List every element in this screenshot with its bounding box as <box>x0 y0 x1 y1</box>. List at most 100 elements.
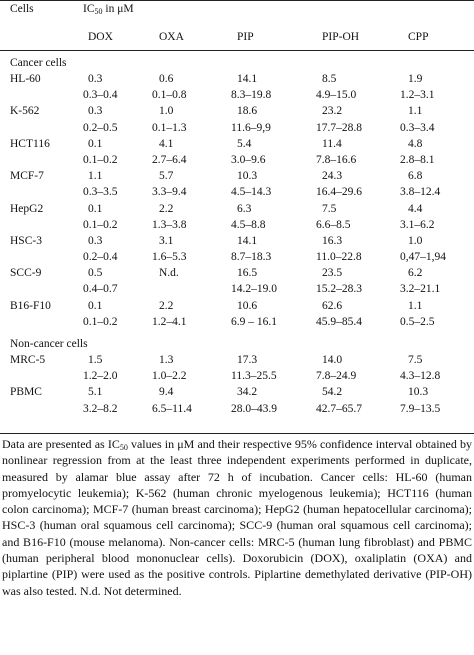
confidence-interval-pip-oh: 15.2–28.3 <box>316 283 362 296</box>
confidence-interval-oxa: 3.3–9.4 <box>152 186 187 199</box>
confidence-interval-cpp: 0,47–1,94 <box>400 251 446 264</box>
ic50-value-pip-oh: 8.5 <box>322 73 337 85</box>
table-bottom-rule <box>0 433 474 434</box>
ic50-value-pip-oh: 7.5 <box>322 202 337 215</box>
confidence-interval-pip-oh: 17.7–28.8 <box>316 121 362 134</box>
ic50-value-cpp: 1.1 <box>408 299 423 312</box>
ic50-value-dox: 1.5 <box>88 354 103 366</box>
table-row-ic50: SCC-9 0.5 N.d. 16.5 23.5 6.2 <box>0 265 474 281</box>
ic50-value-dox: 0.1 <box>88 299 103 312</box>
confidence-interval-pip: 28.0–43.9 <box>231 402 277 415</box>
table-row-ci: 3.2–8.2 6.5–11.4 28.0–43.9 42.7–65.7 7.9–13.… <box>0 401 474 417</box>
table-row-ci: 1.2–2.0 1.0–2.2 11.3–25.5 7.8–24.9 4.3–12.8 <box>0 368 474 384</box>
table-row-ic50: MRC-5 1.5 1.3 17.3 14.0 7.5 <box>0 352 474 368</box>
ic50-value-pip-oh: 24.3 <box>322 170 343 183</box>
ic50-value-cpp: 4.8 <box>408 137 423 150</box>
ic50-group-header: IC50 in μM <box>83 2 134 16</box>
table-row-ic50: HCT116 0.1 4.1 5.4 11.4 4.8 <box>0 136 474 152</box>
confidence-interval-cpp: 7.9–13.5 <box>400 402 441 415</box>
confidence-interval-oxa: 6.5–11.4 <box>152 402 192 415</box>
confidence-interval-pip-oh: 42.7–65.7 <box>316 402 362 415</box>
ic50-value-pip: 10.3 <box>237 170 258 183</box>
ic50-value-pip: 14.1 <box>237 73 258 85</box>
table-top-rule <box>0 0 474 1</box>
ic50-value-pip-oh: 11.4 <box>322 137 342 150</box>
ic50-value-pip: 6.3 <box>237 202 252 215</box>
col-header-dox: DOX <box>88 31 113 43</box>
ic50-value-dox: 5.1 <box>88 386 103 399</box>
cell-line-name: B16-F10 <box>10 299 51 312</box>
confidence-interval-dox: 1.2–2.0 <box>83 370 118 383</box>
confidence-interval-cpp: 3.8–12.4 <box>400 186 441 199</box>
confidence-interval-cpp: 3.2–21.1 <box>400 283 441 296</box>
section-title: Cancer cells <box>10 57 67 69</box>
ic50-value-oxa: 1.3 <box>159 354 174 366</box>
col-header-pip: PIP <box>237 31 254 43</box>
table-row-ci: 0.2–0.5 0.1–1.3 11.6–9,9 17.7–28.8 0.3–3.4 <box>0 120 474 136</box>
confidence-interval-cpp: 3.1–6.2 <box>400 218 435 231</box>
confidence-interval-oxa: 1.6–5.3 <box>152 251 187 264</box>
cell-line-name: HepG2 <box>10 202 44 215</box>
ic50-value-pip-oh: 54.2 <box>322 386 343 399</box>
ic50-value-oxa: 9.4 <box>159 386 174 399</box>
confidence-interval-pip-oh: 16.4–29.6 <box>316 186 362 199</box>
table-row-ci: 0.4–0.7 14.2–19.0 15.2–28.3 3.2–21.1 <box>0 281 474 297</box>
confidence-interval-pip-oh: 11.0–22.8 <box>316 251 362 264</box>
confidence-interval-pip-oh: 6.6–8.5 <box>316 218 351 231</box>
ic50-value-cpp: 1.9 <box>408 73 423 85</box>
table-row-ic50: HL-60 0.3 0.6 14.1 8.5 1.9 <box>0 71 474 87</box>
ic50-value-dox: 0.3 <box>88 105 103 118</box>
confidence-interval-pip: 14.2–19.0 <box>231 283 277 296</box>
ic50-label-prefix: IC <box>83 3 95 15</box>
cell-line-name: PBMC <box>10 386 42 399</box>
confidence-interval-oxa: 0.1–1.3 <box>152 121 187 134</box>
footnote-text-rest: values in μM and their respective 95% co… <box>2 437 472 598</box>
ic50-label-suffix: in μM <box>102 3 134 15</box>
table-row-ci: 0.1–0.2 1.3–3.8 4.5–8.8 6.6–8.5 3.1–6.2 <box>0 217 474 233</box>
cell-line-name: HCT116 <box>10 137 50 150</box>
ic50-value-dox: 0.3 <box>88 234 103 247</box>
footnote-text-start: Data are presented as IC <box>2 437 120 451</box>
confidence-interval-pip: 3.0–9.6 <box>231 153 266 166</box>
ic50-value-oxa: 3.1 <box>159 234 174 247</box>
section-title: Non-cancer cells <box>10 338 88 350</box>
col-header-pip-oh: PIP-OH <box>322 31 360 43</box>
ic50-value-oxa: 2.2 <box>159 202 174 215</box>
ic50-value-cpp: 10.3 <box>408 386 429 399</box>
ic50-value-pip: 10.6 <box>237 299 258 312</box>
ic50-value-dox: 0.1 <box>88 137 103 150</box>
confidence-interval-pip-oh: 45.9–85.4 <box>316 315 362 328</box>
confidence-interval-oxa: 0.1–0.8 <box>152 89 187 102</box>
table-footnote: Data are presented as IC50 values in μM … <box>2 436 472 599</box>
confidence-interval-dox: 0.4–0.7 <box>83 283 118 296</box>
ic50-value-oxa: N.d. <box>159 267 179 280</box>
ic50-value-cpp: 1.0 <box>408 234 423 247</box>
confidence-interval-pip-oh: 7.8–24.9 <box>316 370 357 383</box>
ic50-value-pip: 17.3 <box>237 354 258 366</box>
ic50-value-oxa: 1.0 <box>159 105 174 118</box>
ic50-value-cpp: 6.2 <box>408 267 423 280</box>
header-bottom-rule <box>0 50 474 51</box>
confidence-interval-dox: 0.2–0.5 <box>83 121 118 134</box>
table-row-ci: 0.2–0.4 1.6–5.3 8.7–18.3 11.0–22.8 0,47–1,94 <box>0 249 474 265</box>
cell-line-name: MRC-5 <box>10 354 46 366</box>
ic50-value-oxa: 0.6 <box>159 73 174 85</box>
cell-line-name: K-562 <box>10 105 40 118</box>
confidence-interval-dox: 0.3–3.5 <box>83 186 118 199</box>
table-row-ci: 0.1–0.2 1.2–4.1 6.9 – 16.1 45.9–85.4 0.5–2.5 <box>0 314 474 330</box>
table-row-ci: 0.3–0.4 0.1–0.8 8.3–19.8 4.9–15.0 1.2–3.1 <box>0 87 474 103</box>
ic50-value-dox: 0.3 <box>88 73 103 85</box>
ic50-value-pip-oh: 23.2 <box>322 105 343 118</box>
confidence-interval-cpp: 2.8–8.1 <box>400 153 435 166</box>
table-row-ic50: MCF-7 1.1 5.7 10.3 24.3 6.8 <box>0 168 474 184</box>
col-header-oxa: OXA <box>159 31 184 43</box>
confidence-interval-pip: 8.3–19.8 <box>231 89 272 102</box>
ic50-value-pip: 18.6 <box>237 105 258 118</box>
ic50-value-cpp: 7.5 <box>408 354 423 366</box>
confidence-interval-cpp: 0.3–3.4 <box>400 121 435 134</box>
confidence-interval-oxa: 1.2–4.1 <box>152 315 187 328</box>
table-row-ic50: PBMC 5.1 9.4 34.2 54.2 10.3 <box>0 384 474 400</box>
ic50-value-dox: 1.1 <box>88 170 103 183</box>
ic50-label-subscript: 50 <box>94 7 103 16</box>
confidence-interval-pip-oh: 7.8–16.6 <box>316 153 357 166</box>
